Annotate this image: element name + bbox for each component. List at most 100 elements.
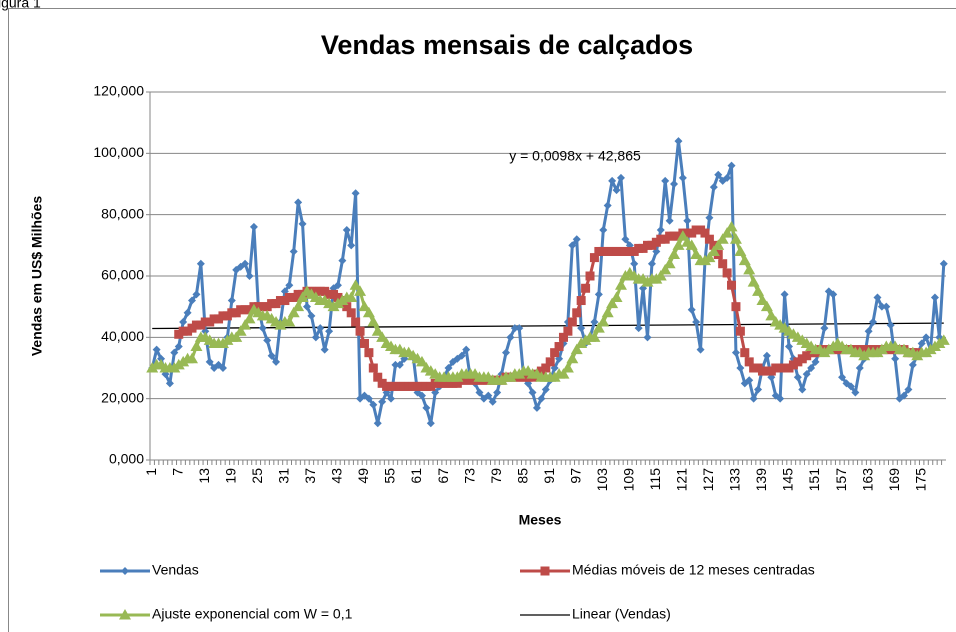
data-point [541,363,551,373]
data-point [230,331,243,342]
data-point [371,325,384,336]
data-point [316,324,325,333]
data-point [570,343,583,355]
data-point [829,290,838,299]
data-point [484,391,493,400]
data-point [307,311,316,320]
data-point [685,239,698,250]
data-point [731,348,740,357]
data-point [738,254,751,266]
data-point [838,373,847,382]
data-point [589,253,599,263]
data-point [506,333,515,342]
data-point [663,257,676,269]
data-point [359,338,369,348]
data-point [550,348,560,358]
data-point [218,364,227,372]
data-point [707,245,720,256]
data-point [621,235,630,244]
data-point [152,345,161,354]
data-point [891,354,900,363]
data-point [752,285,765,296]
data-point [647,259,656,268]
data-point [908,360,917,369]
series [146,220,950,385]
x-tick-label: 151 [806,468,822,492]
data-point [557,368,570,379]
x-tick-label: 25 [249,468,265,484]
data-point [678,173,687,182]
data-point [387,394,396,403]
data-point [614,279,627,290]
data-point [302,302,311,311]
data-point [364,394,373,403]
x-tick-label: 157 [833,468,849,492]
data-point [345,291,358,302]
data-point [263,336,272,345]
data-point [937,334,950,345]
data-point [373,419,382,428]
data-point [873,293,882,302]
caption: igura 1 [0,0,41,11]
data-point [333,281,342,290]
chart-border [8,8,956,632]
data-point [922,333,931,342]
x-tick-label: 91 [541,468,557,484]
data-point [709,183,718,192]
data-point [740,348,750,358]
y-axis-title: Vendas em US$ Milhões [29,196,45,356]
data-point [703,251,716,263]
data-point [422,403,431,412]
data-point [285,281,294,290]
data-point [311,333,320,342]
data-point [585,271,595,281]
data-point [851,388,860,397]
data-point [292,300,305,312]
data-point [603,201,612,210]
data-point [734,245,747,256]
legend-label: Ajuste exponencial com W = 0,1 [152,606,353,622]
y-tick-label: 0,000 [109,451,144,467]
x-tick-label: 139 [753,468,769,492]
data-point [723,173,732,182]
data-point [811,357,820,366]
y-tick-label: 120,000 [93,83,144,99]
data-point [749,394,758,403]
x-tick-label: 43 [329,468,345,484]
data-point [869,318,878,326]
data-point [320,345,329,354]
x-tick-label: 97 [567,468,583,484]
x-tick-label: 145 [780,468,796,492]
data-point [576,296,586,306]
data-point [426,419,435,428]
x-tick-label: 115 [647,468,663,491]
data-point [342,226,351,234]
data-point [572,235,581,244]
data-point [762,351,771,360]
data-point [714,170,723,179]
x-tick-label: 19 [223,468,239,484]
data-point [687,305,696,314]
data-point [515,324,524,333]
data-point [239,319,252,330]
data-point [462,345,471,354]
data-point [283,316,296,327]
data-point [267,351,276,360]
legend-marker [121,567,129,575]
data-point [355,326,365,336]
data-point [325,327,334,336]
data-point [581,283,591,293]
data-point [351,317,361,327]
data-point [354,285,367,296]
data-point [368,363,378,373]
legend-item: Médias móveis de 12 meses centradas [520,562,815,578]
data-point [722,268,732,278]
data-point [205,357,214,366]
x-tick-label: 163 [859,468,875,492]
legend-label: Vendas [152,562,199,578]
data-point [364,348,374,358]
data-point [690,248,703,260]
y-tick-label: 100,000 [93,144,144,160]
data-point [745,376,754,385]
